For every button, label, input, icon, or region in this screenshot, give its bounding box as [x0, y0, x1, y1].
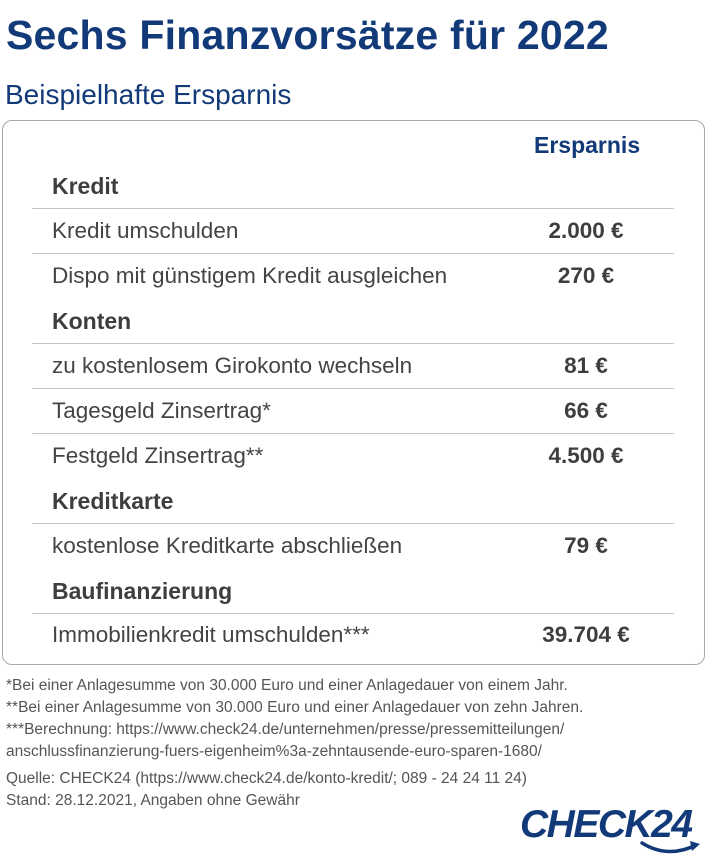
row-divider — [32, 433, 674, 434]
table-row: zu kostenlosem Girokonto wechseln 81 € — [32, 345, 674, 390]
category-konten: Konten — [52, 308, 132, 334]
category-baufinanzierung: Baufinanzierung — [52, 578, 233, 604]
table-row: kostenlose Kreditkarte abschließen 79 € — [32, 525, 674, 570]
footnote: **Bei einer Anlagesumme von 30.000 Euro … — [6, 699, 584, 716]
category-kreditkarte: Kreditkarte — [52, 488, 174, 514]
table-row: Kredit umschulden 2.000 € — [32, 210, 674, 255]
row-divider — [32, 523, 674, 524]
footnote: ***Berechnung: https://www.check24.de/un… — [6, 721, 565, 738]
row-value: 66 € — [564, 398, 608, 423]
row-label: Festgeld Zinsertrag** — [52, 443, 264, 468]
page-subtitle: Beispielhafte Ersparnis — [5, 79, 292, 110]
row-divider — [32, 343, 674, 344]
source-note: Quelle: CHECK24 (https://www.check24.de/… — [6, 770, 527, 787]
footnote: *Bei einer Anlagesumme von 30.000 Euro u… — [6, 677, 568, 694]
row-value: 39.704 € — [542, 622, 630, 647]
check24-logo: CHECK24 — [520, 803, 706, 859]
table-row: Festgeld Zinsertrag** 4.500 € — [32, 435, 674, 480]
column-header-savings: Ersparnis — [534, 132, 641, 158]
page-title: Sechs Finanzvorsätze für 2022 — [6, 12, 609, 58]
row-value: 79 € — [564, 533, 608, 558]
row-value: 81 € — [564, 353, 608, 378]
row-divider — [32, 388, 674, 389]
table-row: Tagesgeld Zinsertrag* 66 € — [32, 390, 674, 435]
row-label: kostenlose Kreditkarte abschließen — [52, 533, 403, 558]
logo-wordmark: CHECK24 — [520, 803, 693, 846]
category-kredit: Kredit — [52, 173, 119, 199]
row-value: 4.500 € — [548, 443, 624, 468]
row-value: 2.000 € — [548, 218, 624, 243]
row-divider — [32, 613, 674, 614]
row-label: Tagesgeld Zinsertrag* — [52, 398, 271, 423]
date-note: Stand: 28.12.2021, Angaben ohne Gewähr — [6, 792, 300, 809]
row-label: Kredit umschulden — [52, 218, 239, 243]
row-divider — [32, 208, 674, 209]
table-row: Dispo mit günstigem Kredit ausgleichen 2… — [32, 255, 674, 300]
row-label: Immobilienkredit umschulden*** — [52, 622, 370, 647]
footnote: anschlussfinanzierung-fuers-eigenheim%3a… — [6, 743, 542, 760]
row-label: Dispo mit günstigem Kredit ausgleichen — [52, 263, 448, 288]
row-divider — [32, 253, 674, 254]
table-row: Immobilienkredit umschulden*** 39.704 € — [32, 614, 674, 659]
savings-table-frame — [2, 120, 705, 665]
logo-swoosh-icon — [640, 841, 700, 854]
row-label: zu kostenlosem Girokonto wechseln — [52, 353, 413, 378]
row-value: 270 € — [557, 263, 615, 288]
